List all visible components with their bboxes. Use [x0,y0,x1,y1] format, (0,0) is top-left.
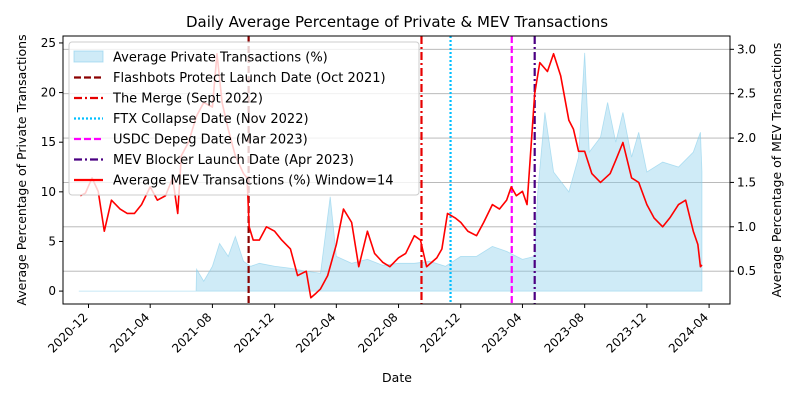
right-tick-label: 3.0 [737,42,756,56]
x-tick-label: 2021-08 [169,310,214,355]
legend-label: MEV Blocker Launch Date (Apr 2023) [113,153,354,168]
legend-label: FTX Collapse Date (Nov 2022) [113,112,309,127]
left-tick-label: 10 [41,185,56,199]
right-tick-label: 1.5 [737,175,756,189]
x-tick-label: 2022-04 [293,310,338,355]
x-axis-ticks: 2020-12 2021-04 2021-08 2021-12 2022-04 2022-… [45,304,711,356]
legend: Average Private Transactions (%) Flashbot… [68,41,420,196]
x-axis-label: Date [382,370,412,385]
legend-swatch-area [73,50,104,63]
left-tick-label: 25 [41,36,56,50]
legend-box [68,41,420,196]
x-tick-label: 2023-08 [541,310,586,355]
legend-label: The Merge (Sept 2022) [112,92,263,107]
left-tick-label: 15 [41,135,56,149]
left-tick-label: 20 [41,86,56,100]
plot-frame [62,35,731,305]
chart-title: Daily Average Percentage of Private & ME… [186,13,608,31]
right-axis-ticks: 0.5 1.0 1.5 2.0 2.5 3.0 [730,42,756,278]
left-axis-ticks: 0 5 10 15 20 25 [41,36,63,298]
private-area-layer [78,52,703,292]
x-tick-label: 2023-12 [604,310,649,355]
legend-label: Average MEV Transactions (%) Window=14 [113,174,394,189]
x-tick-label: 2024-04 [666,310,711,355]
legend-label: Average Private Transactions (%) [113,51,328,66]
right-tick-label: 2.0 [737,131,756,145]
right-tick-label: 2.5 [737,87,756,101]
x-tick-label: 2021-04 [107,310,152,355]
private-transactions-area [78,52,703,292]
right-tick-label: 1.0 [737,220,756,234]
right-tick-label: 0.5 [737,264,756,278]
right-axis-label: Average Percentage of MEV Transactions [769,43,784,298]
legend-label: Flashbots Protect Launch Date (Oct 2021) [113,71,386,86]
x-tick-label: 2021-12 [231,310,276,355]
x-tick-label: 2022-12 [418,310,463,355]
legend-label: USDC Depeg Date (Mar 2023) [113,133,308,148]
left-tick-label: 5 [48,234,56,248]
left-axis-label: Average Percentage of Private Transactio… [14,34,29,305]
x-tick-label: 2023-04 [479,310,524,355]
x-tick-label: 2022-08 [355,310,400,355]
x-tick-label: 2020-12 [45,310,90,355]
left-tick-label: 0 [48,284,56,298]
